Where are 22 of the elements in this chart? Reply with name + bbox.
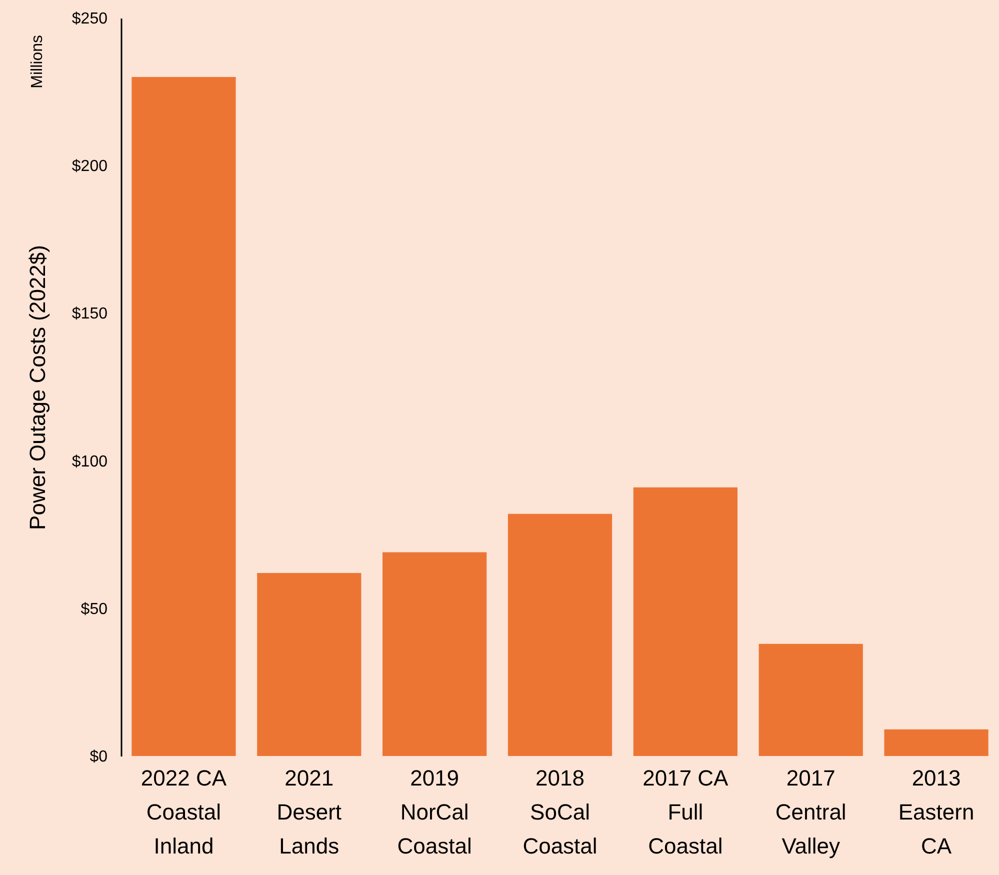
x-tick-label: 2022 CA Coastal Inland — [140, 766, 227, 858]
bar — [758, 644, 863, 756]
bar — [132, 77, 236, 756]
y-tick-label: $200 — [72, 158, 108, 176]
bar — [633, 487, 738, 756]
x-tick-label: 2017 CA Full Coastal — [642, 766, 729, 858]
y-tick-label: $250 — [72, 10, 108, 28]
x-tick-label: 2021 Desert Lands — [276, 766, 342, 858]
y-tick-label: $50 — [80, 600, 108, 618]
x-tick-label: 2017 Central Valley — [775, 766, 846, 858]
y-tick-label: $150 — [72, 306, 108, 323]
x-tick-label: 2013 Eastern CA — [898, 766, 974, 858]
x-tick-label: 2018 SoCal Coastal — [522, 766, 598, 858]
y-tick-label: $0 — [90, 748, 108, 766]
y-axis-title: Power Outage Costs (2022$) — [24, 245, 50, 530]
y-tick-label: $100 — [72, 453, 108, 470]
text: Millions — [29, 35, 46, 88]
x-tick-label: 2019 NorCal Coastal — [397, 766, 472, 858]
bar — [884, 729, 988, 756]
bar — [382, 552, 487, 756]
bar — [257, 572, 362, 756]
bar — [508, 514, 612, 756]
